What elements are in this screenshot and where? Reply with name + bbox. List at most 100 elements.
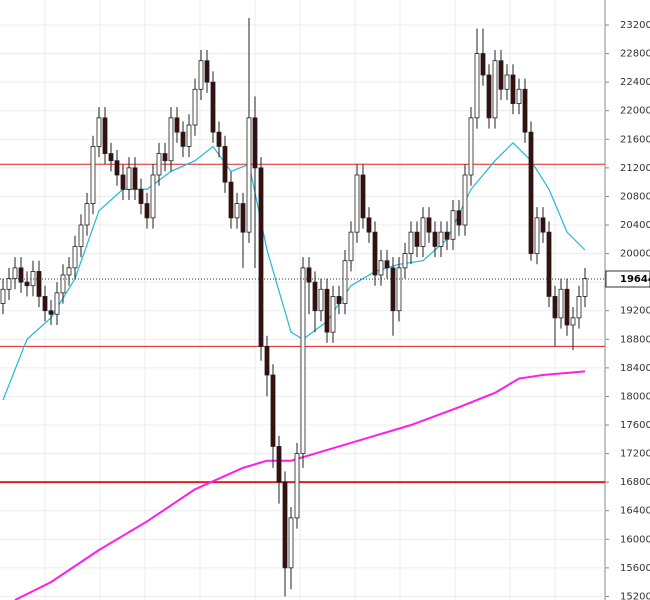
candle-body [294, 453, 300, 519]
candle-body [180, 131, 186, 147]
candle-body [498, 60, 504, 90]
candle-body [432, 231, 438, 247]
candle-body [318, 288, 324, 312]
candle-body [168, 117, 174, 162]
candle-body [258, 167, 264, 347]
candle-body [126, 167, 132, 190]
candle-body [456, 210, 462, 226]
candle-body [540, 217, 546, 233]
candle-body [444, 231, 450, 240]
candle-body [132, 167, 138, 190]
y-tick-label: 15200 [620, 591, 650, 600]
candle-body [90, 146, 96, 204]
candle-body [66, 267, 72, 276]
candle-body [582, 278, 588, 297]
candle-body [486, 74, 492, 119]
candle-body [558, 288, 564, 319]
candle-body [42, 296, 48, 312]
candle-body [372, 231, 378, 276]
candle-body [204, 60, 210, 83]
candle-body [246, 117, 252, 233]
candle-body [108, 153, 114, 162]
candle-body [384, 260, 390, 269]
last-price-box [605, 270, 650, 288]
candle-body [420, 217, 426, 247]
candle-body [534, 217, 540, 254]
y-tick-label: 19200 [620, 306, 650, 317]
y-tick-label: 16000 [620, 534, 650, 545]
candle-body [270, 374, 276, 447]
candle-body [54, 292, 60, 315]
candle-body [552, 296, 558, 319]
candle-body [18, 267, 24, 283]
candle-body [6, 278, 12, 290]
candle-body [480, 53, 486, 76]
candle-body [408, 231, 414, 254]
candle-body [396, 267, 402, 312]
candle-body [96, 117, 102, 147]
candle-body [78, 224, 84, 247]
candle-body [156, 153, 162, 176]
y-tick-label: 22400 [620, 77, 650, 88]
candle-body [414, 231, 420, 247]
candle-body [360, 174, 366, 219]
candle-body [276, 446, 282, 483]
candle-body [60, 274, 66, 294]
candle-body [462, 174, 468, 226]
candle-body [48, 310, 54, 315]
candle-body [336, 296, 342, 304]
y-tick-label: 21600 [620, 134, 650, 145]
candle-body [468, 117, 474, 176]
y-tick-label: 16400 [620, 506, 650, 517]
candle-body [366, 217, 372, 233]
y-tick-label: 20400 [620, 220, 650, 231]
candle-body [228, 181, 234, 219]
candle-body [198, 60, 204, 90]
candle-body [510, 74, 516, 104]
y-tick-label: 18000 [620, 391, 650, 402]
candle-body [438, 231, 444, 247]
candle-body [516, 88, 522, 104]
candle-body [12, 267, 18, 279]
candle-body [84, 203, 90, 226]
candle-body [234, 203, 240, 219]
candle-body [528, 131, 534, 254]
y-tick-label: 18800 [620, 334, 650, 345]
candle-body [354, 174, 360, 233]
y-tick-label: 15600 [620, 563, 650, 574]
candle-body [378, 260, 384, 276]
candle-body [138, 188, 144, 204]
candle-body [312, 281, 318, 312]
candle-body [288, 517, 294, 569]
candle-body [576, 296, 582, 319]
candle-body [162, 153, 168, 162]
candle-body [282, 481, 288, 569]
candle-body [492, 60, 498, 119]
y-tick-label: 22000 [620, 106, 650, 117]
candle-body [306, 267, 312, 283]
candle-body [150, 174, 156, 219]
candle-body [264, 346, 270, 376]
y-tick-label: 17600 [620, 420, 650, 431]
y-tick-label: 20000 [620, 249, 650, 260]
candle-body [342, 260, 348, 304]
candle-body [564, 288, 570, 326]
candle-body [474, 53, 480, 119]
candle-body [522, 88, 528, 133]
candle-body [222, 146, 228, 183]
moving-average [2, 142, 586, 401]
y-tick-label: 21200 [620, 163, 650, 174]
candle-body [102, 117, 108, 154]
candle-body [546, 231, 552, 297]
candle-body [36, 271, 42, 297]
y-tick-label: 18400 [620, 363, 650, 374]
y-tick-label: 20800 [620, 191, 650, 202]
y-tick-label: 23200 [620, 20, 650, 31]
moving-average [14, 370, 586, 600]
y-tick-label: 22800 [620, 49, 650, 60]
y-tick-label: 17200 [620, 449, 650, 460]
candle-body [0, 288, 6, 304]
candle-body [24, 281, 30, 287]
y-tick-label: 16800 [620, 477, 650, 488]
